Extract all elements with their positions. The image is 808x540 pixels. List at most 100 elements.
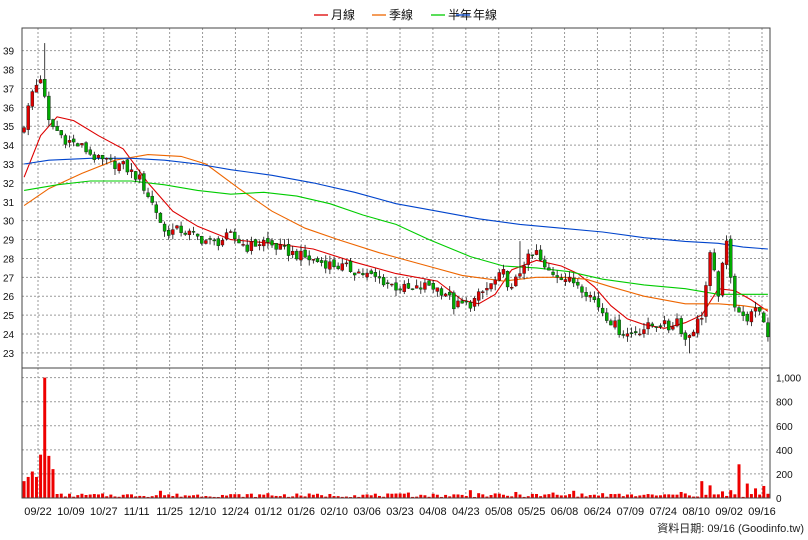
x-tick-label: 04/08 <box>419 506 447 518</box>
candle-body <box>708 252 712 286</box>
volume-bar <box>679 491 683 498</box>
volume-bar <box>365 494 369 498</box>
candle-body <box>559 277 563 280</box>
candle-body <box>51 119 55 127</box>
volume-bar <box>555 494 559 498</box>
ma-line-quarterly <box>23 154 768 310</box>
volume-bar <box>278 496 282 498</box>
candle-body <box>175 225 179 229</box>
candle-body <box>237 238 241 244</box>
candle-body <box>71 138 76 143</box>
volume-bar <box>88 494 92 498</box>
volume-bar <box>130 494 134 498</box>
candle-body <box>572 277 576 284</box>
volume-bar <box>26 476 30 498</box>
candle-body <box>518 273 522 277</box>
volume-y-tick-label: 600 <box>776 422 793 433</box>
volume-bar <box>84 494 88 498</box>
candle-body <box>138 174 142 180</box>
volume-plot-frame <box>21 367 771 499</box>
volume-bar <box>559 495 563 498</box>
candle-body <box>84 142 88 153</box>
candle-body <box>464 300 468 303</box>
candle-body <box>129 169 134 172</box>
candle-body <box>456 300 460 308</box>
volume-bar <box>539 496 543 498</box>
volume-bar <box>311 494 315 498</box>
volume-bar <box>307 493 311 498</box>
volume-bar <box>692 496 696 498</box>
volume-bar <box>332 496 336 498</box>
candle-body <box>303 249 307 258</box>
volume-bar <box>621 496 625 498</box>
volume-bar <box>630 494 634 498</box>
volume-bar <box>125 494 129 498</box>
candle-body <box>592 296 597 301</box>
legend: 月線 季線 半年 年線 <box>0 6 808 24</box>
volume-bar <box>460 494 464 498</box>
volume-bar <box>658 495 662 498</box>
candle-body <box>435 287 440 292</box>
candle-body <box>733 275 737 308</box>
candle-body <box>675 318 679 327</box>
candle-body <box>501 269 506 275</box>
candle-body <box>567 276 572 282</box>
x-tick-label: 01/26 <box>288 506 316 518</box>
candle-body <box>638 333 642 336</box>
x-tick-label: 10/27 <box>90 506 118 518</box>
candle-body <box>646 322 650 330</box>
volume-bar <box>675 494 679 498</box>
candle-body <box>402 283 406 292</box>
volume-bar <box>650 494 654 498</box>
candle-body <box>220 240 225 246</box>
candle-body <box>497 272 502 281</box>
volume-bars <box>22 377 770 498</box>
volume-bar <box>287 496 291 498</box>
x-tick-label: 11/25 <box>156 506 183 518</box>
candle-body <box>398 288 402 291</box>
candle-body <box>505 271 510 288</box>
candle-body <box>617 319 621 335</box>
candle-body <box>704 285 708 317</box>
volume-bar <box>390 493 394 498</box>
candle-body <box>625 333 630 337</box>
volume-bar <box>101 493 105 498</box>
candlesticks <box>22 43 770 354</box>
x-tick-label: 06/08 <box>551 506 579 518</box>
candle-body <box>315 258 320 263</box>
volume-bar <box>497 493 501 498</box>
volume-bar <box>654 495 658 498</box>
volume-bar <box>171 496 175 498</box>
candle-body <box>452 292 456 310</box>
candle-body <box>373 272 378 277</box>
candle-body <box>724 240 729 265</box>
x-tick-label: 07/24 <box>650 506 678 518</box>
volume-bar <box>551 492 555 498</box>
candle-body <box>212 239 216 242</box>
candle-body <box>534 250 539 255</box>
volume-bar <box>121 494 125 498</box>
volume-bar <box>402 493 406 498</box>
candle-body <box>745 313 749 322</box>
candle-body <box>423 282 427 290</box>
volume-grid <box>22 368 770 499</box>
volume-bar <box>361 494 365 498</box>
candle-body <box>394 282 398 291</box>
candle-body <box>257 244 262 246</box>
candle-body <box>757 307 762 312</box>
volume-bar <box>526 496 530 498</box>
ma-line-halfyear <box>24 180 768 295</box>
candle-body <box>340 263 344 271</box>
candle-body <box>716 271 721 297</box>
candle-body <box>241 244 245 246</box>
candle-body <box>348 260 353 272</box>
price-y-tick-label: 23 <box>3 349 15 360</box>
candle-body <box>406 283 411 289</box>
volume-bar <box>642 494 646 498</box>
volume-bar <box>76 495 80 498</box>
volume-bar <box>51 469 55 498</box>
volume-bar <box>683 493 687 498</box>
volume-bar <box>406 492 410 498</box>
volume-bar <box>208 496 212 498</box>
x-tick-label: 02/10 <box>320 506 348 518</box>
